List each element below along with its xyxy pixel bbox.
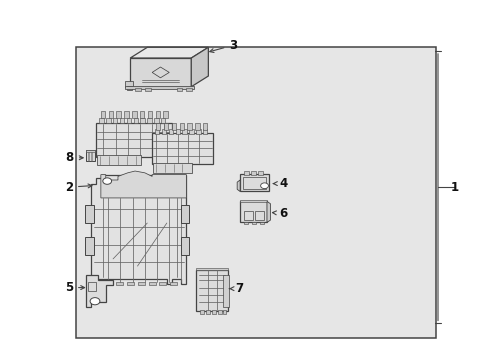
Bar [196, 268, 228, 270]
Polygon shape [127, 86, 132, 90]
Bar [196, 270, 228, 311]
Polygon shape [135, 88, 141, 91]
Bar [252, 222, 256, 224]
Bar [86, 150, 95, 161]
Bar [156, 123, 160, 130]
Text: 2: 2 [65, 181, 92, 194]
Polygon shape [85, 237, 94, 255]
Bar [117, 282, 123, 285]
Bar [124, 111, 129, 118]
Polygon shape [191, 47, 208, 87]
Polygon shape [101, 171, 186, 198]
Bar [164, 123, 168, 130]
Polygon shape [125, 86, 194, 89]
Bar [195, 123, 199, 130]
Bar [244, 211, 253, 220]
Bar [101, 111, 105, 118]
Polygon shape [267, 202, 270, 222]
Bar [120, 118, 124, 123]
Bar [200, 310, 204, 314]
Bar [222, 310, 226, 314]
Bar [175, 129, 180, 134]
Bar [156, 111, 160, 118]
Polygon shape [86, 275, 113, 307]
Polygon shape [130, 58, 191, 87]
Text: 5: 5 [65, 281, 85, 294]
Bar [127, 282, 134, 285]
Bar [240, 174, 270, 192]
Bar [243, 177, 267, 189]
Bar [86, 149, 95, 152]
Bar [154, 118, 159, 123]
Bar [141, 118, 145, 123]
Bar [113, 118, 118, 123]
Bar [148, 111, 152, 118]
Bar [161, 118, 165, 123]
Bar [240, 200, 267, 202]
Bar [76, 47, 436, 338]
Text: 6: 6 [272, 207, 288, 220]
Bar [140, 111, 145, 118]
Bar [251, 171, 256, 175]
Bar [260, 222, 264, 224]
Text: 4: 4 [273, 177, 288, 190]
Bar [127, 118, 131, 123]
Bar [240, 201, 267, 222]
Bar [99, 118, 104, 123]
Bar [196, 129, 200, 134]
Bar [132, 111, 137, 118]
Polygon shape [125, 81, 133, 87]
Bar [162, 129, 166, 134]
Bar [169, 129, 173, 134]
Text: 7: 7 [229, 282, 244, 295]
Bar [109, 111, 113, 118]
Bar [258, 171, 263, 175]
Bar [163, 111, 168, 118]
Bar [149, 282, 156, 285]
Bar [147, 118, 152, 123]
Bar [206, 310, 210, 314]
Polygon shape [237, 180, 240, 192]
Bar [255, 211, 264, 220]
Bar [179, 123, 184, 130]
Bar [170, 282, 177, 285]
Bar [244, 222, 248, 224]
Bar [182, 129, 187, 134]
Bar [138, 282, 145, 285]
Bar [172, 123, 176, 130]
Bar [96, 123, 172, 157]
Polygon shape [186, 88, 192, 91]
Circle shape [90, 298, 100, 305]
Bar [88, 282, 97, 291]
Polygon shape [181, 237, 189, 255]
Bar [189, 129, 194, 134]
Polygon shape [130, 47, 208, 58]
Bar [203, 123, 207, 130]
Bar [117, 111, 121, 118]
Bar [218, 310, 221, 314]
Circle shape [103, 178, 112, 184]
Circle shape [261, 183, 269, 189]
Bar [106, 282, 113, 285]
Bar [106, 118, 111, 123]
Text: 8: 8 [66, 151, 83, 164]
Bar [134, 118, 138, 123]
Text: 3: 3 [210, 39, 238, 53]
Polygon shape [145, 88, 151, 91]
Bar [187, 123, 192, 130]
Bar [223, 275, 229, 307]
Polygon shape [176, 88, 182, 91]
Bar [203, 129, 207, 134]
Bar [244, 171, 249, 175]
Bar [153, 163, 192, 173]
Bar [97, 155, 141, 165]
Polygon shape [91, 175, 186, 284]
Bar [212, 310, 216, 314]
Text: 1: 1 [451, 181, 459, 194]
Polygon shape [181, 205, 189, 223]
Bar [159, 282, 166, 285]
Polygon shape [85, 205, 94, 223]
Bar [155, 129, 159, 134]
Bar [152, 134, 213, 164]
